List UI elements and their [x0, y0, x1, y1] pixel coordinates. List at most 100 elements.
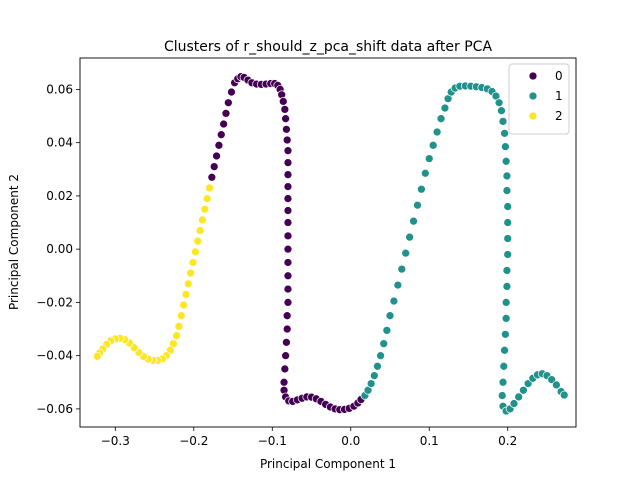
y-tick-label: 0.04 [46, 136, 73, 150]
data-point-cluster-0 [283, 298, 293, 307]
data-point-cluster-2 [205, 183, 214, 193]
data-point-cluster-1 [501, 330, 510, 339]
data-point-cluster-0 [283, 206, 293, 215]
points-layer [92, 72, 569, 416]
data-point-cluster-1 [519, 385, 528, 395]
x-tick-label: −0.3 [101, 434, 130, 448]
data-point-cluster-2 [191, 247, 200, 257]
x-axis-label: Principal Component 1 [260, 457, 396, 471]
y-axis-label: Principal Component 2 [7, 174, 21, 310]
x-tick-label: −0.1 [258, 434, 287, 448]
data-point-cluster-1 [503, 250, 513, 259]
data-point-cluster-0 [283, 170, 293, 179]
data-point-cluster-1 [499, 361, 509, 371]
data-point-cluster-1 [432, 127, 442, 137]
legend-box [508, 63, 570, 135]
data-point-cluster-0 [283, 271, 293, 281]
x-tick-label: 0.2 [498, 434, 517, 448]
data-point-cluster-0 [283, 244, 293, 254]
data-point-cluster-2 [92, 352, 102, 361]
data-point-cluster-2 [198, 215, 207, 225]
data-point-cluster-1 [376, 351, 385, 360]
data-point-cluster-1 [420, 168, 430, 178]
data-point-cluster-2 [183, 279, 193, 289]
data-point-cluster-0 [207, 172, 217, 182]
data-point-cluster-2 [195, 226, 205, 235]
data-point-cluster-0 [282, 324, 292, 334]
data-point-cluster-1 [497, 391, 507, 400]
data-point-cluster-1 [373, 361, 382, 371]
data-point-cluster-0 [283, 158, 293, 167]
y-tick-label: 0.02 [46, 189, 73, 203]
data-point-cluster-0 [214, 140, 224, 150]
legend-marker-1 [528, 91, 538, 101]
data-point-cluster-0 [282, 135, 292, 145]
legend-label-0: 0 [555, 69, 563, 83]
data-point-cluster-2 [188, 258, 198, 267]
data-point-cluster-1 [413, 200, 422, 210]
legend-marker-2 [528, 111, 538, 121]
y-tick-label: −0.04 [36, 349, 73, 363]
data-point-cluster-1 [401, 248, 411, 258]
data-point-cluster-0 [282, 125, 291, 134]
data-point-cluster-0 [278, 97, 288, 106]
data-point-cluster-1 [501, 298, 511, 307]
x-tick-label: 0.0 [341, 434, 360, 448]
data-point-cluster-2 [174, 322, 184, 331]
data-point-cluster-2 [186, 268, 196, 278]
data-point-cluster-1 [436, 114, 446, 124]
data-point-cluster-2 [181, 290, 191, 299]
data-point-cluster-1 [503, 234, 513, 243]
data-point-cluster-0 [282, 311, 292, 321]
data-point-cluster-1 [494, 98, 504, 108]
data-point-cluster-1 [501, 142, 510, 152]
legend-label-2: 2 [555, 109, 563, 123]
data-point-cluster-1 [428, 140, 438, 150]
data-point-cluster-0 [209, 162, 219, 171]
chart-title: Clusters of r_should_z_pca_shift data af… [164, 39, 492, 55]
legend-label-1: 1 [555, 89, 563, 103]
data-point-cluster-1 [552, 380, 561, 390]
data-point-cluster-1 [503, 218, 513, 227]
x-axis: −0.3 −0.2 −0.1 0.0 0.1 0.2 [101, 427, 517, 448]
y-tick-label: 0.00 [46, 242, 73, 256]
data-point-cluster-0 [219, 119, 228, 129]
data-point-cluster-1 [424, 154, 434, 163]
data-point-cluster-1 [501, 314, 511, 323]
data-point-cluster-1 [500, 345, 509, 355]
y-axis: −0.06 −0.04 −0.02 0.00 0.02 0.04 0.06 [36, 82, 80, 416]
data-point-cluster-1 [389, 296, 399, 306]
data-point-cluster-0 [283, 194, 293, 203]
data-point-cluster-1 [497, 106, 506, 116]
data-point-cluster-1 [503, 202, 513, 211]
data-point-cluster-0 [212, 151, 221, 161]
data-point-cluster-1 [417, 184, 426, 194]
data-point-cluster-1 [500, 128, 509, 138]
data-point-cluster-1 [502, 171, 512, 181]
data-point-cluster-2 [179, 300, 188, 310]
data-point-cluster-1 [385, 311, 395, 321]
data-point-cluster-0 [281, 114, 290, 124]
y-tick-label: −0.02 [36, 295, 73, 309]
data-point-cluster-0 [280, 364, 290, 374]
legend-marker-0 [528, 71, 538, 81]
data-point-cluster-2 [176, 311, 186, 321]
data-point-cluster-1 [559, 390, 569, 400]
x-tick-label: 0.1 [420, 434, 439, 448]
data-point-cluster-0 [282, 337, 291, 347]
data-point-cluster-1 [498, 377, 508, 387]
data-point-cluster-0 [283, 284, 293, 294]
data-point-cluster-1 [514, 392, 524, 402]
data-point-cluster-1 [509, 399, 519, 408]
data-point-cluster-0 [283, 218, 293, 227]
data-point-cluster-1 [502, 186, 512, 195]
data-point-cluster-1 [366, 379, 376, 388]
data-point-cluster-2 [202, 194, 212, 203]
data-point-cluster-0 [283, 182, 293, 191]
data-point-cluster-0 [227, 87, 236, 97]
y-tick-label: 0.06 [46, 82, 73, 96]
data-point-cluster-1 [369, 371, 379, 380]
data-point-cluster-0 [280, 105, 290, 114]
data-point-cluster-2 [193, 236, 203, 246]
